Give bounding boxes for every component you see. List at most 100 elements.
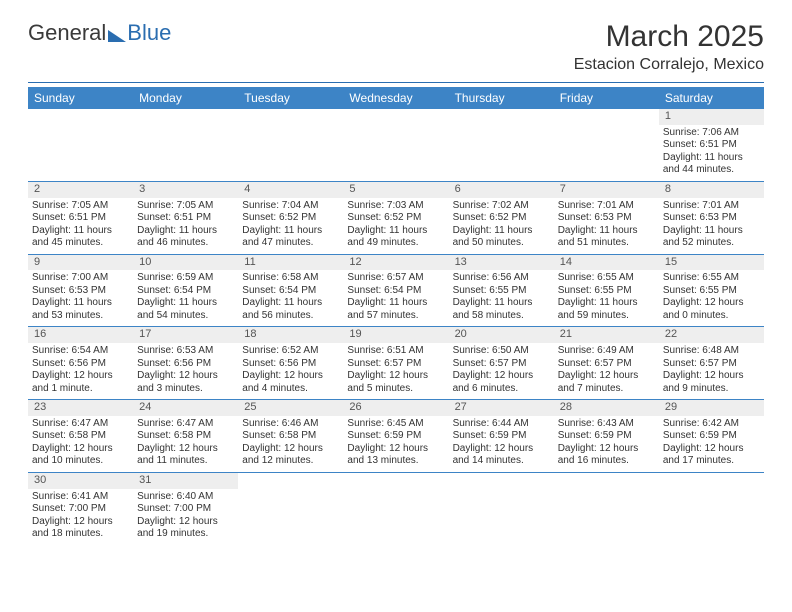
sunrise-text: Sunrise: 6:55 AM [558,272,655,285]
day-number: 14 [554,255,659,271]
day-number: 3 [133,182,238,198]
day-header: Monday [133,87,238,109]
calendar-cell: 21Sunrise: 6:49 AMSunset: 6:57 PMDayligh… [554,327,659,400]
day-number: 22 [659,327,764,343]
calendar-cell [554,109,659,181]
day-header: Wednesday [343,87,448,109]
calendar-cell: 10Sunrise: 6:59 AMSunset: 6:54 PMDayligh… [133,254,238,327]
daylight-text: Daylight: 12 hours and 18 minutes. [32,516,129,541]
sunset-text: Sunset: 6:51 PM [663,139,760,152]
sunset-text: Sunset: 6:55 PM [558,285,655,298]
calendar-cell: 31Sunrise: 6:40 AMSunset: 7:00 PMDayligh… [133,472,238,544]
daylight-text: Daylight: 11 hours and 54 minutes. [137,297,234,322]
calendar-cell [449,109,554,181]
day-number: 2 [28,182,133,198]
brand-part2: Blue [127,20,171,46]
sunset-text: Sunset: 6:55 PM [663,285,760,298]
calendar-cell: 8Sunrise: 7:01 AMSunset: 6:53 PMDaylight… [659,181,764,254]
day-number: 29 [659,400,764,416]
sunset-text: Sunset: 6:54 PM [347,285,444,298]
sunset-text: Sunset: 6:53 PM [32,285,129,298]
sunset-text: Sunset: 6:52 PM [242,212,339,225]
daylight-text: Daylight: 12 hours and 5 minutes. [347,370,444,395]
calendar-cell: 22Sunrise: 6:48 AMSunset: 6:57 PMDayligh… [659,327,764,400]
daylight-text: Daylight: 11 hours and 58 minutes. [453,297,550,322]
calendar-cell: 9Sunrise: 7:00 AMSunset: 6:53 PMDaylight… [28,254,133,327]
day-number: 19 [343,327,448,343]
sunset-text: Sunset: 6:58 PM [242,430,339,443]
daylight-text: Daylight: 11 hours and 51 minutes. [558,225,655,250]
day-number: 21 [554,327,659,343]
daylight-text: Daylight: 11 hours and 47 minutes. [242,225,339,250]
sunrise-text: Sunrise: 7:00 AM [32,272,129,285]
calendar-cell [554,472,659,544]
daylight-text: Daylight: 12 hours and 12 minutes. [242,443,339,468]
sunset-text: Sunset: 6:57 PM [453,358,550,371]
location-label: Estacion Corralejo, Mexico [574,56,764,74]
sunset-text: Sunset: 6:52 PM [347,212,444,225]
day-number: 17 [133,327,238,343]
daylight-text: Daylight: 12 hours and 7 minutes. [558,370,655,395]
day-number: 15 [659,255,764,271]
sunset-text: Sunset: 6:51 PM [32,212,129,225]
calendar-cell: 5Sunrise: 7:03 AMSunset: 6:52 PMDaylight… [343,181,448,254]
title-block: March 2025 Estacion Corralejo, Mexico [574,20,764,74]
calendar-cell: 15Sunrise: 6:55 AMSunset: 6:55 PMDayligh… [659,254,764,327]
day-header: Tuesday [238,87,343,109]
daylight-text: Daylight: 12 hours and 17 minutes. [663,443,760,468]
sunrise-text: Sunrise: 7:02 AM [453,200,550,213]
brand-part1: General [28,20,106,46]
day-number: 20 [449,327,554,343]
calendar-cell [343,472,448,544]
sunset-text: Sunset: 7:00 PM [137,503,234,516]
sunrise-text: Sunrise: 7:05 AM [137,200,234,213]
calendar-cell: 26Sunrise: 6:45 AMSunset: 6:59 PMDayligh… [343,400,448,473]
sunset-text: Sunset: 6:53 PM [663,212,760,225]
calendar-head: SundayMondayTuesdayWednesdayThursdayFrid… [28,87,764,109]
calendar-body: 1Sunrise: 7:06 AMSunset: 6:51 PMDaylight… [28,109,764,545]
sunrise-text: Sunrise: 6:48 AM [663,345,760,358]
sunset-text: Sunset: 6:51 PM [137,212,234,225]
calendar-cell: 6Sunrise: 7:02 AMSunset: 6:52 PMDaylight… [449,181,554,254]
day-number: 16 [28,327,133,343]
sunrise-text: Sunrise: 6:59 AM [137,272,234,285]
daylight-text: Daylight: 11 hours and 49 minutes. [347,225,444,250]
daylight-text: Daylight: 12 hours and 4 minutes. [242,370,339,395]
day-number: 13 [449,255,554,271]
calendar-cell: 14Sunrise: 6:55 AMSunset: 6:55 PMDayligh… [554,254,659,327]
calendar-cell: 3Sunrise: 7:05 AMSunset: 6:51 PMDaylight… [133,181,238,254]
sunrise-text: Sunrise: 6:44 AM [453,418,550,431]
calendar-cell: 24Sunrise: 6:47 AMSunset: 6:58 PMDayligh… [133,400,238,473]
sunrise-text: Sunrise: 6:42 AM [663,418,760,431]
sunrise-text: Sunrise: 6:52 AM [242,345,339,358]
daylight-text: Daylight: 11 hours and 52 minutes. [663,225,760,250]
sunrise-text: Sunrise: 6:40 AM [137,491,234,504]
daylight-text: Daylight: 12 hours and 3 minutes. [137,370,234,395]
calendar-cell: 20Sunrise: 6:50 AMSunset: 6:57 PMDayligh… [449,327,554,400]
daylight-text: Daylight: 12 hours and 13 minutes. [347,443,444,468]
sunrise-text: Sunrise: 6:49 AM [558,345,655,358]
sunset-text: Sunset: 6:59 PM [663,430,760,443]
day-number: 4 [238,182,343,198]
day-number: 9 [28,255,133,271]
calendar-cell: 25Sunrise: 6:46 AMSunset: 6:58 PMDayligh… [238,400,343,473]
sunrise-text: Sunrise: 7:06 AM [663,127,760,140]
sunrise-text: Sunrise: 6:45 AM [347,418,444,431]
sunrise-text: Sunrise: 6:41 AM [32,491,129,504]
calendar-cell: 11Sunrise: 6:58 AMSunset: 6:54 PMDayligh… [238,254,343,327]
calendar-cell: 27Sunrise: 6:44 AMSunset: 6:59 PMDayligh… [449,400,554,473]
sunrise-text: Sunrise: 6:43 AM [558,418,655,431]
brand-logo: General Blue [28,20,171,46]
calendar-cell [449,472,554,544]
calendar-cell: 19Sunrise: 6:51 AMSunset: 6:57 PMDayligh… [343,327,448,400]
day-header: Friday [554,87,659,109]
calendar-cell: 2Sunrise: 7:05 AMSunset: 6:51 PMDaylight… [28,181,133,254]
sunset-text: Sunset: 7:00 PM [32,503,129,516]
daylight-text: Daylight: 11 hours and 57 minutes. [347,297,444,322]
calendar-cell: 18Sunrise: 6:52 AMSunset: 6:56 PMDayligh… [238,327,343,400]
calendar-cell: 1Sunrise: 7:06 AMSunset: 6:51 PMDaylight… [659,109,764,181]
daylight-text: Daylight: 12 hours and 1 minute. [32,370,129,395]
sunset-text: Sunset: 6:56 PM [32,358,129,371]
day-number: 10 [133,255,238,271]
calendar-cell: 30Sunrise: 6:41 AMSunset: 7:00 PMDayligh… [28,472,133,544]
